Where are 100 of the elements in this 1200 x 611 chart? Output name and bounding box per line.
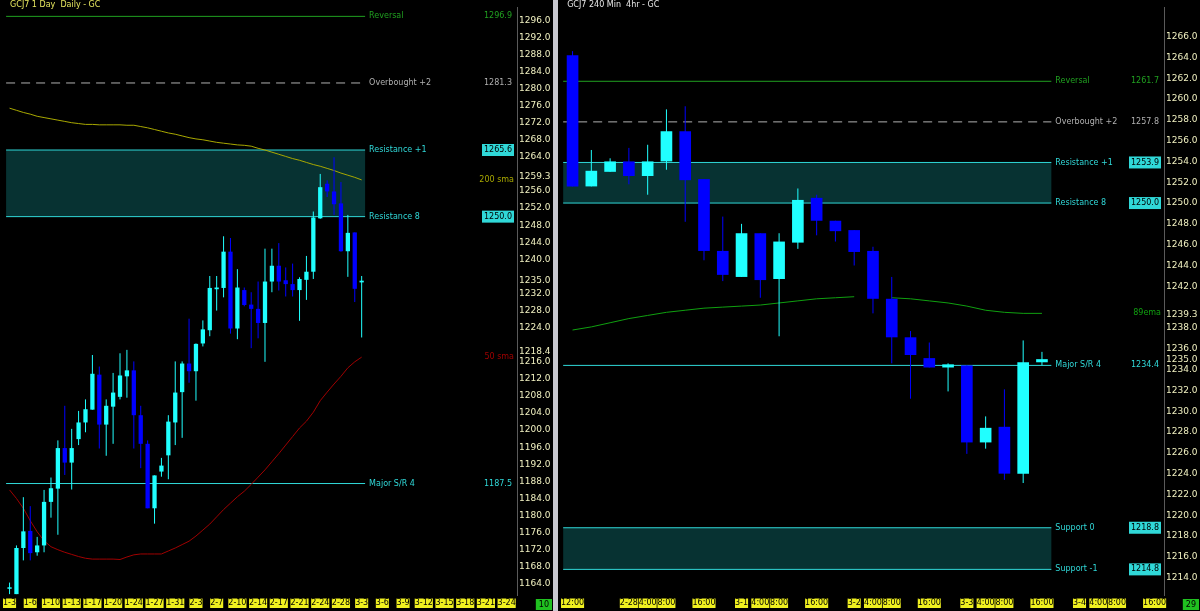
y-tick-label: 1239.3 xyxy=(1166,308,1198,319)
ref-line-label: Reversal xyxy=(369,11,404,21)
y-tick-label: 1176.0 xyxy=(519,526,551,537)
ref-line-label: Support -1 xyxy=(1055,564,1098,574)
y-tick-label: 1288.0 xyxy=(519,48,551,59)
y-tick-label: 1226.0 xyxy=(1166,447,1198,458)
candlestick xyxy=(69,428,74,490)
annotation: 1234.4 xyxy=(1131,360,1159,370)
candlestick xyxy=(124,349,130,399)
x-tick-label: 16:00 xyxy=(1143,598,1167,608)
y-tick-label: 1238.0 xyxy=(1166,322,1198,333)
x-tick-label: 4:00 xyxy=(1089,598,1108,608)
y-tick-label: 1230.0 xyxy=(1166,405,1198,416)
y-tick-label: 1196.0 xyxy=(519,441,551,452)
y-tick-label: 1224.0 xyxy=(519,322,551,333)
candlestick xyxy=(641,144,654,196)
y-tick-label: 1224.0 xyxy=(1166,467,1198,478)
y-tick-label: 1228.0 xyxy=(1166,426,1198,437)
y-tick-label: 1222.0 xyxy=(1166,488,1198,499)
y-tick-label: 1228.0 xyxy=(519,304,551,315)
x-tick-label: 2-14 xyxy=(249,598,268,608)
candlestick xyxy=(923,342,936,368)
annotation: 1187.5 xyxy=(484,478,512,488)
candlestick xyxy=(276,242,281,292)
x-tick-label: 2-7 xyxy=(210,598,224,608)
chart-title: GCJ7 1 Day Daily - GC xyxy=(10,0,101,10)
y-tick-label: 1268.0 xyxy=(519,134,551,145)
x-tick-label: 2-28 xyxy=(331,598,351,608)
x-tick-label: 1-13 xyxy=(62,598,81,608)
candlestick xyxy=(848,229,861,266)
y-tick-label: 1259.3 xyxy=(519,171,551,182)
y-tick-label: 1184.0 xyxy=(519,492,551,503)
candlestick xyxy=(83,398,88,433)
x-tick-label: 1-24 xyxy=(124,598,143,608)
y-tick-label: 1218.4 xyxy=(519,345,551,356)
y-tick-label: 1262.0 xyxy=(1166,72,1198,83)
candlestick xyxy=(297,276,302,322)
candlestick xyxy=(48,477,54,519)
x-tick-label: 3-1 xyxy=(735,598,749,608)
candlestick xyxy=(623,147,635,185)
y-tick-label: 1244.0 xyxy=(519,236,551,247)
y-tick-label: 1232.0 xyxy=(519,287,551,298)
y-tick-label: 1200.0 xyxy=(519,424,551,435)
annotation: 1218.8 xyxy=(1131,522,1159,532)
text: 10 xyxy=(538,600,549,610)
y-tick-label: 1296.0 xyxy=(519,14,551,25)
x-tick-label: 3-9 xyxy=(396,598,410,608)
y-tick-label: 1280.0 xyxy=(519,82,551,93)
x-tick-label: 12:00 xyxy=(561,598,585,608)
y-tick-label: 1212.0 xyxy=(519,373,551,384)
y-tick-label: 1220.0 xyxy=(1166,509,1198,520)
y-tick-label: 1188.0 xyxy=(519,475,551,486)
ref-line-label: Major S/R 4 xyxy=(1055,360,1102,370)
y-tick-label: 1204.0 xyxy=(519,407,551,418)
text: 50 sma xyxy=(484,352,515,362)
x-tick-label: 1-27 xyxy=(145,598,164,608)
x-tick-label: 3-18 xyxy=(456,598,475,608)
x-tick-label: 1-3 xyxy=(3,598,17,608)
x-tick-label: 2-24 xyxy=(311,598,330,608)
candlestick xyxy=(200,319,205,347)
y-tick-label: 1248.0 xyxy=(519,219,551,230)
ref-line-label: Resistance 8 xyxy=(369,211,420,221)
candlestick xyxy=(159,457,164,478)
x-tick-label: 1-20 xyxy=(104,598,123,608)
candlestick xyxy=(979,415,992,450)
annotation: 1257.8 xyxy=(1131,116,1159,126)
y-tick-label: 1292.0 xyxy=(519,31,551,42)
y-tick-label: 1242.0 xyxy=(1166,280,1198,291)
y-tick-label: 1266.0 xyxy=(1166,30,1198,41)
x-tick-label: 2-28 xyxy=(619,598,638,608)
y-tick-label: 1254.0 xyxy=(1166,155,1198,166)
y-tick-label: 1248.0 xyxy=(1166,218,1198,229)
x-tick-label: 4:00 xyxy=(863,598,882,608)
candlestick xyxy=(904,330,917,400)
x-tick-label: 16:00 xyxy=(917,598,941,608)
ref-line-label: Overbought +2 xyxy=(369,78,432,88)
y-tick-label: 1252.0 xyxy=(1166,176,1198,187)
annotation: 1265.6 xyxy=(484,145,512,155)
ref-line-label: Support 0 xyxy=(1055,522,1095,532)
chart-title: GCJ7 240 Min 4hr - GC xyxy=(567,0,660,10)
ref-line-label: Major S/R 4 xyxy=(369,478,415,488)
y-tick-label: 1168.0 xyxy=(519,561,551,572)
candlestick xyxy=(331,156,337,216)
y-tick-label: 1234.0 xyxy=(1166,363,1198,374)
candlestick xyxy=(942,362,954,392)
x-tick-label: 2-17 xyxy=(269,598,288,608)
y-tick-label: 1232.0 xyxy=(1166,384,1198,395)
candlestick xyxy=(21,496,26,561)
x-tick-label: 3-15 xyxy=(435,598,454,608)
y-tick-label: 1164.0 xyxy=(519,578,551,589)
y-tick-label: 1218.0 xyxy=(1166,530,1198,541)
x-tick-label: 8:00 xyxy=(657,598,676,608)
candlestick xyxy=(62,405,67,476)
annotation: 1261.7 xyxy=(1131,76,1159,86)
y-tick-label: 1240.0 xyxy=(519,253,551,264)
y-tick-label: 1264.0 xyxy=(1166,51,1198,62)
y-tick-label: 1214.0 xyxy=(1166,572,1198,583)
x-tick-label: 4:00 xyxy=(638,598,657,608)
x-tick-label: 2-21 xyxy=(290,598,309,608)
y-tick-label: 1252.0 xyxy=(519,202,551,213)
